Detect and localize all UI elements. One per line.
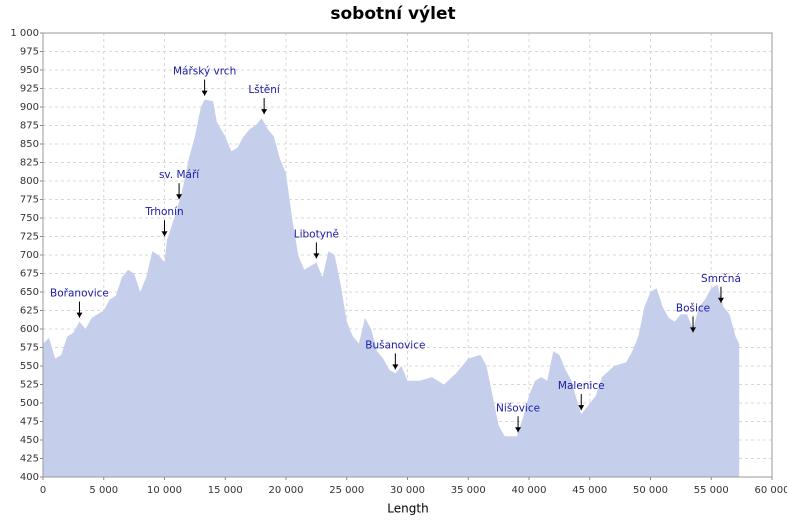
annotation-label: Mářský vrch: [173, 66, 236, 78]
annotation-arrowhead: [176, 194, 183, 200]
y-tick-label: 625: [20, 306, 39, 317]
y-tick-label: 525: [20, 380, 39, 391]
x-tick-label: 15 000: [208, 485, 243, 496]
annotation-arrowhead: [690, 327, 697, 333]
annotation-arrowhead: [261, 109, 268, 115]
y-tick-label: 950: [20, 65, 39, 76]
x-tick-label: 5 000: [89, 485, 118, 496]
x-tick-label: 25 000: [329, 485, 364, 496]
x-tick-label: 35 000: [451, 485, 486, 496]
y-tick-label: 875: [20, 121, 39, 132]
y-tick-label: 550: [20, 361, 39, 372]
y-tick-label: 400: [20, 472, 39, 483]
annotation-label: Nišovice: [496, 402, 540, 414]
y-tick-label: 450: [20, 435, 39, 446]
y-tick-label: 850: [20, 139, 39, 150]
y-tick-label: 650: [20, 287, 39, 298]
x-tick-label: 20 000: [269, 485, 304, 496]
x-tick-label: 45 000: [572, 485, 607, 496]
y-tick-label: 725: [20, 232, 39, 243]
annotation-arrowhead: [313, 253, 320, 259]
y-tick-label: 925: [20, 84, 39, 95]
elevation-area: [43, 99, 740, 477]
y-tick-label: 425: [20, 454, 39, 465]
annotation-label: sv. Máří: [159, 169, 200, 181]
x-tick-label: 55 000: [694, 485, 729, 496]
y-tick-label: 475: [20, 417, 39, 428]
annotation-label: Trhonín: [144, 206, 183, 218]
annotation-arrowhead: [717, 297, 724, 303]
y-tick-label: 750: [20, 213, 39, 224]
annotation-arrowhead: [578, 405, 585, 411]
x-tick-label: 30 000: [390, 485, 425, 496]
plot-border: [42, 32, 773, 478]
chart-title: sobotní výlet: [330, 4, 455, 24]
x-tick-label: 50 000: [633, 485, 668, 496]
annotation-arrowhead: [515, 427, 522, 433]
y-tick-label: 825: [20, 158, 39, 169]
y-tick-label: 775: [20, 195, 39, 206]
x-tick-label: 10 000: [147, 485, 182, 496]
annotation-label: Bořanovice: [50, 288, 109, 300]
y-tick-label: 800: [20, 176, 39, 187]
annotation-label: Smrčná: [701, 273, 741, 285]
y-tick-label: 600: [20, 324, 39, 335]
y-tick-label: 975: [20, 47, 39, 58]
y-tick-label: 500: [20, 398, 39, 409]
annotation-arrowhead: [392, 364, 399, 370]
x-tick-label: 0: [40, 485, 46, 496]
annotation-label: Libotyně: [294, 228, 339, 240]
annotation-label: Lštění: [248, 84, 281, 96]
annotation-label: Bušanovice: [365, 339, 425, 351]
x-axis-label: Length: [387, 502, 428, 516]
x-tick-label: 40 000: [512, 485, 547, 496]
annotation-label: Malenice: [558, 380, 605, 392]
annotation-label: Bošice: [676, 302, 710, 314]
annotation-arrowhead: [76, 312, 83, 318]
annotation-arrowhead: [201, 90, 208, 96]
y-tick-label: 575: [20, 343, 39, 354]
y-tick-label: 1 000: [10, 28, 39, 39]
y-tick-label: 675: [20, 269, 39, 280]
y-tick-label: 700: [20, 250, 39, 261]
y-tick-label: 900: [20, 102, 39, 113]
x-tick-label: 60 000: [755, 485, 787, 496]
annotation-arrowhead: [161, 231, 168, 237]
